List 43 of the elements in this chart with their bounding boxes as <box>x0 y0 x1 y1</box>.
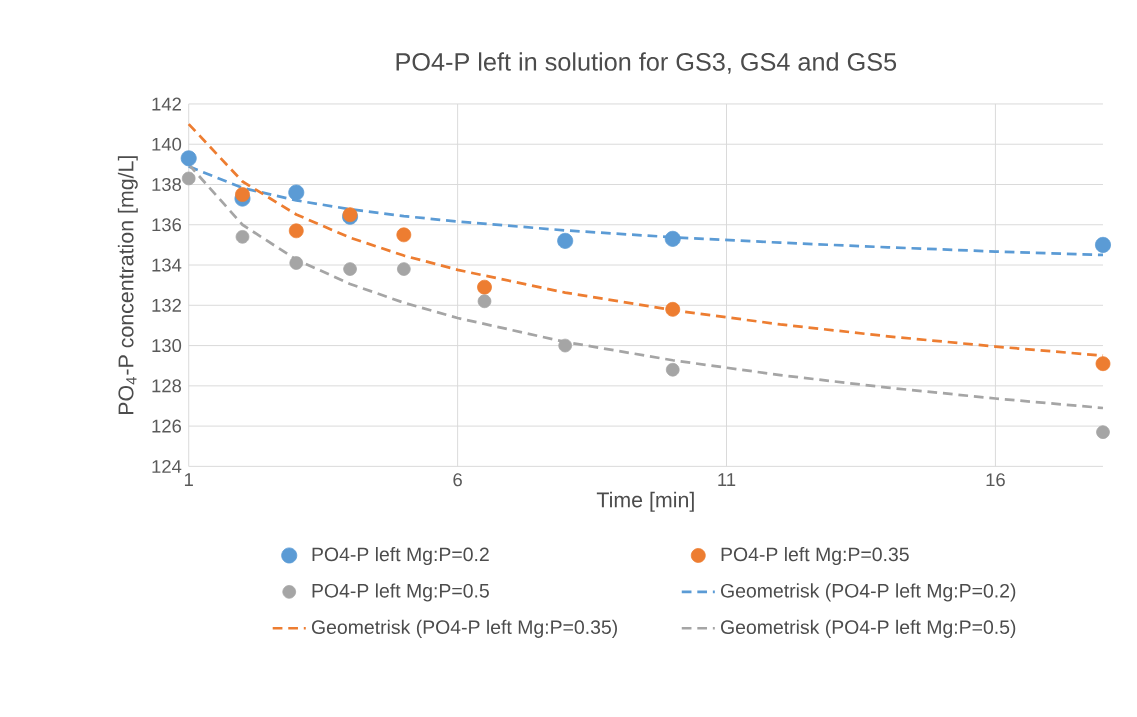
point <box>665 362 680 377</box>
point <box>288 184 305 201</box>
x-tick-label: 16 <box>986 473 1005 487</box>
legend-label: PO4-P left Mg:P=0.5 <box>312 583 489 602</box>
legend-label: PO4-P left Mg:P=0.2 <box>312 546 489 566</box>
point <box>664 230 681 247</box>
point <box>396 227 412 243</box>
legend-label: PO4-P left Mg:P=0.35 <box>721 546 909 566</box>
x-tick-label: 1 <box>184 473 193 486</box>
point <box>343 262 357 276</box>
y-tick-label: 138 <box>152 177 182 192</box>
point <box>289 256 304 270</box>
x-axis-title: Time [min] <box>596 491 694 512</box>
y-axis-title: PO$_{4}$-P concentration [mg/L] <box>117 156 138 414</box>
y-tick-label: 140 <box>152 137 182 151</box>
point <box>1095 356 1111 372</box>
point <box>665 301 681 317</box>
point <box>397 262 411 276</box>
point <box>1095 236 1111 253</box>
point <box>557 232 574 249</box>
point <box>477 279 492 295</box>
x-tick-label: 6 <box>453 473 462 487</box>
y-tick-label: 142 <box>152 97 181 111</box>
point <box>558 338 572 353</box>
point <box>235 230 250 244</box>
chart-title: PO4-P left in solution for GS3, GS4 and GS5 <box>396 52 897 74</box>
y-tick-label: 124 <box>152 459 182 473</box>
legend-label: Geometrisk (PO4-P left Mg:P=0.2) <box>721 583 1016 602</box>
y-tick-label: 126 <box>152 419 182 433</box>
point <box>477 294 492 309</box>
point <box>1096 425 1110 439</box>
point <box>288 223 304 239</box>
y-tick-label: 128 <box>152 379 182 393</box>
y-tick-label: 132 <box>152 298 181 312</box>
legend-label: Geometrisk (PO4-P left Mg:P=0.5) <box>721 619 1016 638</box>
point <box>235 187 250 202</box>
point <box>180 150 197 167</box>
y-tick-label: 134 <box>152 258 182 272</box>
x-tick-label: 11 <box>718 473 736 486</box>
y-tick-label: 130 <box>152 339 182 353</box>
point <box>181 171 196 186</box>
y-tick-label: 136 <box>152 218 182 232</box>
legend-label: Geometrisk (PO4-P left Mg:P=0.35) <box>311 619 617 638</box>
